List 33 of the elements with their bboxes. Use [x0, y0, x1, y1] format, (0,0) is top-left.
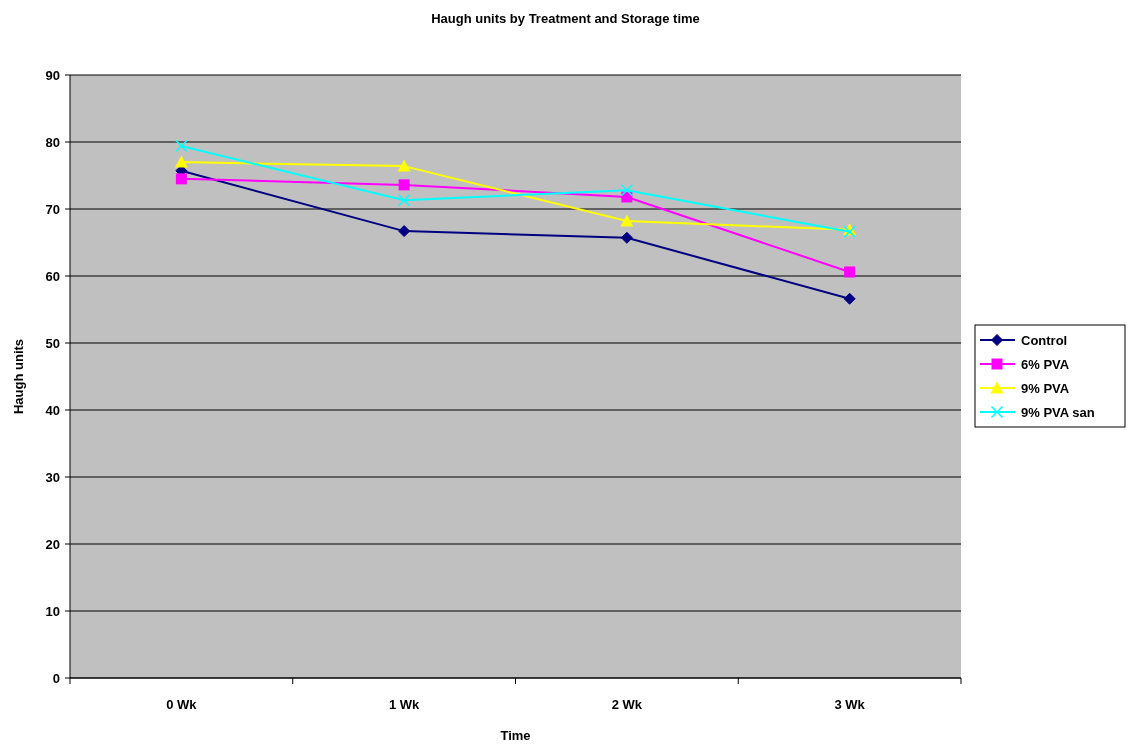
x-axis-title: Time — [500, 728, 531, 743]
point — [620, 214, 634, 227]
legend-label: 6% PVA — [1021, 356, 1070, 372]
point — [174, 155, 188, 168]
y-tick-label: 80 — [45, 134, 60, 150]
y-tick-label: 60 — [45, 268, 60, 284]
legend-label: 9% PVA — [1021, 380, 1070, 396]
y-axis-title: Haugh units — [11, 338, 26, 415]
y-tick-label: 90 — [45, 67, 60, 83]
point — [397, 159, 411, 172]
point — [175, 139, 188, 153]
y-tick-label: 40 — [45, 402, 60, 418]
x-tick-label: 3 Wk — [834, 697, 866, 712]
point — [398, 225, 411, 238]
y-tick-label: 20 — [45, 536, 60, 552]
y-tick-label: 10 — [45, 603, 60, 619]
point — [397, 194, 411, 207]
point — [620, 231, 633, 244]
y-tick-label: 70 — [45, 201, 60, 217]
y-tick-label: 50 — [45, 335, 60, 351]
legend-label: Control — [1021, 332, 1068, 348]
legend-label: 9% PVA san — [1021, 404, 1095, 420]
point — [843, 292, 856, 305]
chart-title: Haugh units by Treatment and Storage time — [431, 11, 700, 26]
point — [620, 183, 634, 197]
x-tick-label: 0 Wk — [166, 697, 198, 712]
point — [175, 173, 187, 185]
x-tick-label: 2 Wk — [611, 697, 643, 712]
point — [844, 266, 856, 278]
point — [398, 179, 410, 191]
y-tick-label: 0 — [52, 670, 60, 686]
x-tick-label: 1 Wk — [388, 697, 421, 712]
y-tick-label: 30 — [45, 469, 60, 485]
